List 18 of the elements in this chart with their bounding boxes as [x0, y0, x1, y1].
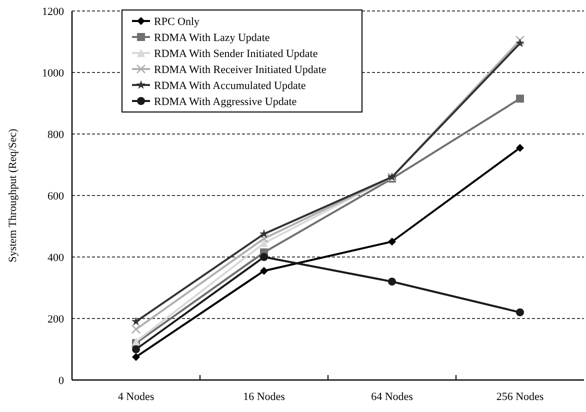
y-tick-label: 400 — [48, 252, 64, 264]
y-axis-title: System Throughput (Req/Sec) — [7, 128, 19, 262]
x-tick-label: 4 Nodes — [118, 391, 154, 403]
legend-label: RPC Only — [154, 16, 200, 28]
y-tick-label: 1200 — [42, 6, 64, 18]
legend-label: RDMA With Aggressive Update — [154, 96, 297, 108]
y-tick-label: 800 — [48, 129, 64, 141]
y-tick-label: 200 — [48, 314, 64, 326]
x-tick-label: 64 Nodes — [371, 391, 413, 403]
y-tick-label: 600 — [48, 190, 64, 202]
legend-label: RDMA With Lazy Update — [154, 32, 270, 44]
legend-label: RDMA With Receiver Initiated Update — [154, 64, 326, 76]
legend-label: RDMA With Accumulated Update — [154, 80, 306, 92]
x-tick-label: 256 Nodes — [496, 391, 544, 403]
x-tick-label: 16 Nodes — [243, 391, 285, 403]
y-tick-label: 1000 — [42, 68, 64, 80]
legend-label: RDMA With Sender Initiated Update — [154, 48, 318, 60]
y-tick-label: 0 — [58, 375, 64, 387]
